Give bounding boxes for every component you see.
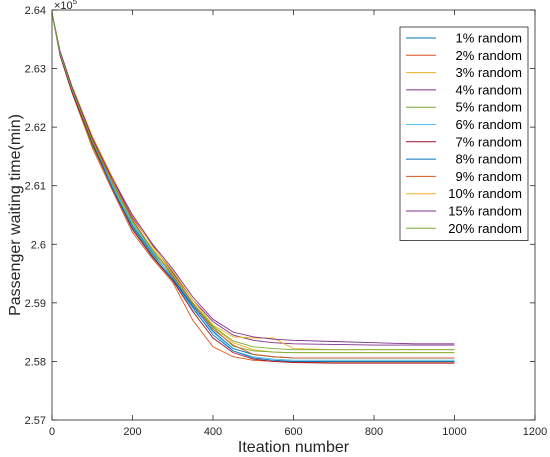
series-line-5: [51, 12, 455, 354]
legend-label: 2% random: [456, 48, 522, 63]
x-tick-label: 1000: [442, 426, 466, 438]
series-line-12: [51, 12, 455, 351]
legend-box: [399, 26, 529, 242]
x-tick-label: 200: [123, 426, 141, 438]
axes: 0 200 400 600 800 1000 1200 2.57 2.58 2.59 2.6 2.61…: [25, 5, 548, 438]
y-tick-label: 2.64: [25, 5, 46, 17]
legend-label: 5% random: [456, 100, 522, 115]
y-tick-label: 2.59: [25, 298, 46, 310]
y-axis-multiplier-base: ×10: [54, 0, 73, 12]
y-tick-label: 2.57: [25, 415, 46, 427]
legend-label: 20% random: [448, 221, 522, 236]
x-tick-label: 800: [365, 426, 383, 438]
x-tick-label: 1200: [523, 426, 547, 438]
legend-label: 1% random: [456, 31, 522, 46]
legend-label: 9% random: [456, 169, 522, 184]
y-axis-multiplier: ×105: [54, 0, 78, 12]
legend-label: 7% random: [456, 134, 522, 149]
y-tick-label: 2.63: [25, 64, 46, 76]
x-tick-label: 0: [49, 426, 55, 438]
x-axis-label: Iteation number: [238, 439, 350, 456]
legend-label: 15% random: [448, 204, 522, 219]
series-line-11: [51, 12, 455, 345]
y-tick-label: 2.61: [25, 181, 46, 193]
y-tick-label: 2.6: [31, 239, 46, 251]
x-tick-label: 400: [204, 426, 222, 438]
legend-label: 4% random: [456, 82, 522, 97]
series-line-2: [51, 12, 455, 363]
legend: 1% random 2% random 3% random 4% random 5% r…: [399, 26, 529, 242]
x-tick-label: 600: [284, 426, 302, 438]
series-line-7: [51, 12, 455, 364]
y-tick-label: 2.62: [25, 122, 46, 134]
y-tick-label: 2.58: [25, 356, 46, 368]
legend-label: 10% random: [448, 186, 522, 201]
legend-label: 3% random: [456, 65, 522, 80]
y-axis-multiplier-exponent: 5: [73, 0, 78, 6]
legend-label: 6% random: [456, 117, 522, 132]
series-lines: [51, 12, 455, 364]
legend-label: 8% random: [456, 152, 522, 167]
y-axis-label: Passenger waiting time(min): [7, 114, 24, 316]
